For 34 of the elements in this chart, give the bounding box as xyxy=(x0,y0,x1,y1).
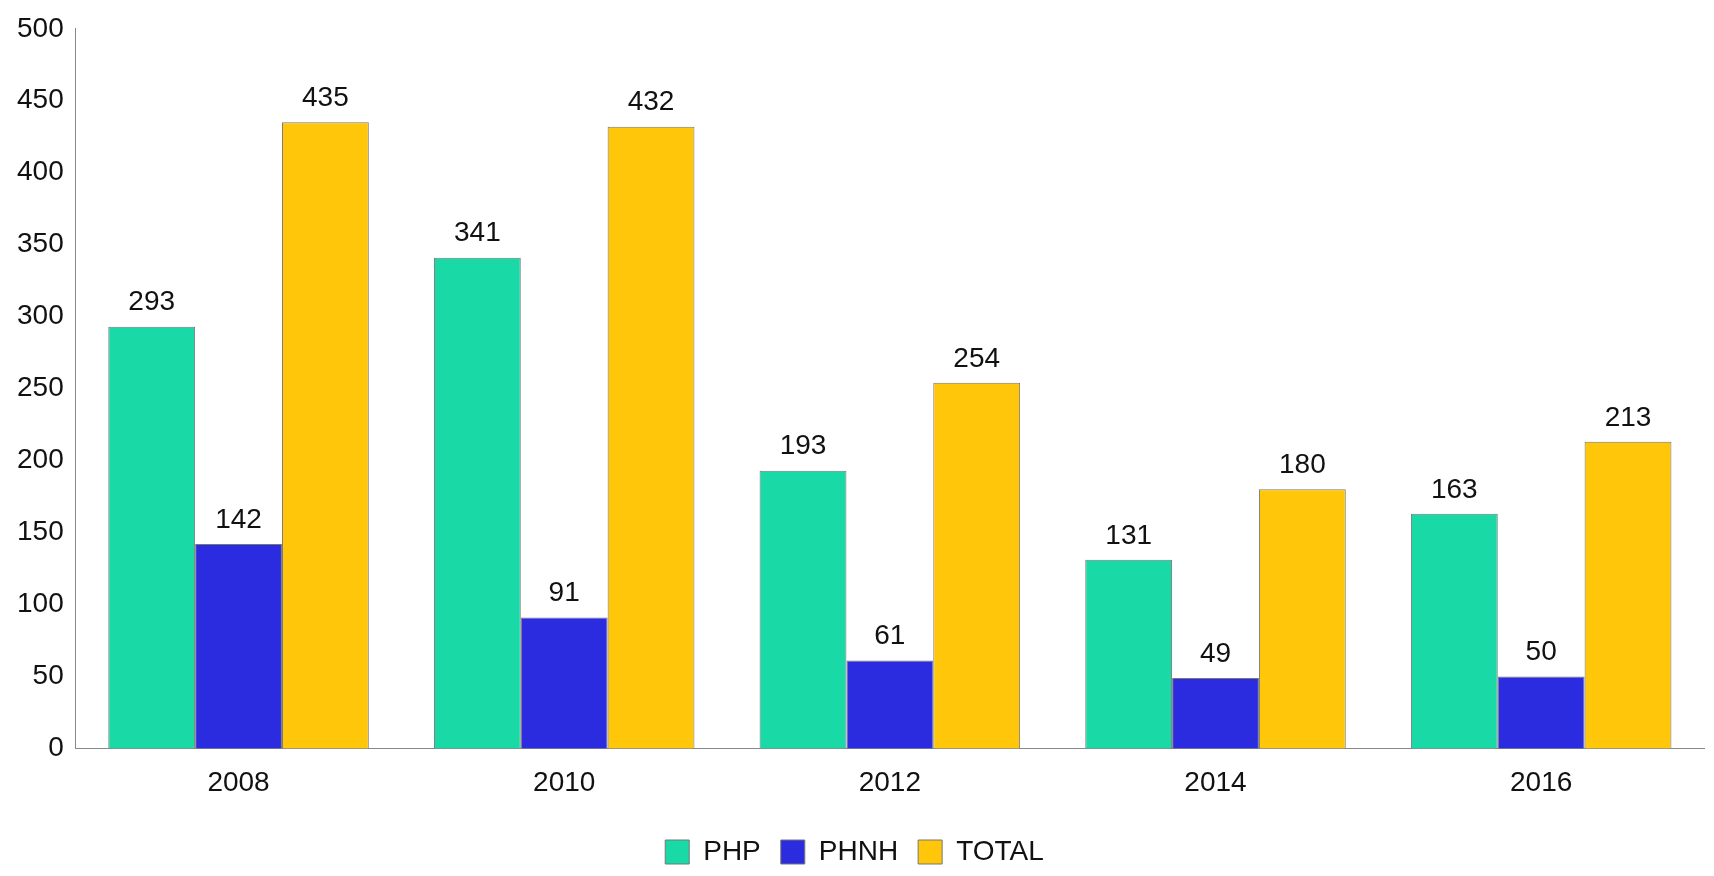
y-tick-label: 500 xyxy=(17,11,64,43)
x-tick-label: 2016 xyxy=(1510,765,1573,797)
y-tick-label: 250 xyxy=(17,371,64,403)
data-label: 435 xyxy=(302,81,349,113)
data-label: 432 xyxy=(627,85,675,117)
data-label: 293 xyxy=(128,285,176,317)
x-tick-label: 2008 xyxy=(207,765,270,797)
data-label: 61 xyxy=(874,619,906,651)
x-tick-label: 2010 xyxy=(533,765,596,797)
legend-label: PHP xyxy=(703,834,761,866)
y-tick-label: 350 xyxy=(17,227,64,259)
x-tick-label: 2014 xyxy=(1184,765,1247,797)
data-label: 341 xyxy=(454,216,501,248)
data-label: 142 xyxy=(215,502,262,534)
y-tick-label: 50 xyxy=(32,659,64,691)
legend-label: PHNH xyxy=(818,834,899,866)
y-tick-label: 450 xyxy=(17,83,64,115)
legend-label: TOTAL xyxy=(956,834,1044,866)
data-label: 213 xyxy=(1604,400,1652,432)
data-label: 180 xyxy=(1279,448,1326,480)
y-tick-label: 150 xyxy=(17,515,64,547)
y-tick-label: 0 xyxy=(48,731,64,763)
data-label: 49 xyxy=(1199,636,1232,668)
x-tick-label: 2012 xyxy=(858,765,922,797)
data-label: 131 xyxy=(1105,518,1153,550)
data-label: 163 xyxy=(1430,472,1478,504)
data-label: 91 xyxy=(548,576,580,608)
data-label: 193 xyxy=(779,429,827,461)
y-tick-label: 100 xyxy=(17,587,64,619)
data-label: 50 xyxy=(1525,635,1557,667)
y-tick-label: 300 xyxy=(17,299,64,331)
y-tick-label: 200 xyxy=(17,443,64,475)
y-tick-label: 400 xyxy=(17,155,64,187)
data-label: 254 xyxy=(953,341,1001,373)
